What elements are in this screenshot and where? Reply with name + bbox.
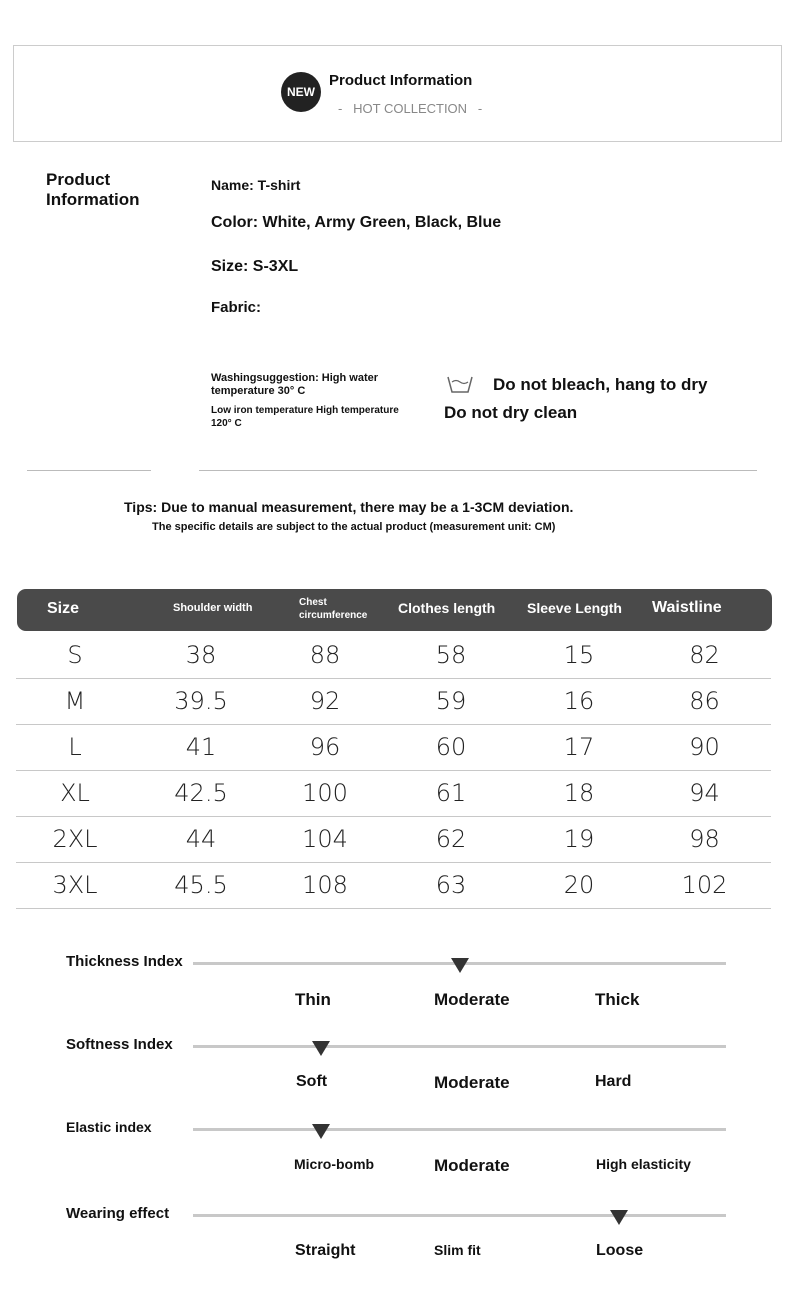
index-label: Straight: [295, 1242, 356, 1259]
table-cell: 90: [638, 724, 771, 771]
table-cell: M: [16, 678, 134, 725]
table-cell: 100: [268, 770, 382, 817]
index-marker-icon: [450, 958, 469, 973]
col-sleeve: Sleeve Length: [527, 600, 622, 616]
table-cell: 96: [268, 724, 382, 771]
index-track: [193, 1128, 726, 1131]
wash-basin-icon: [447, 376, 473, 393]
table-cell: S: [16, 632, 134, 679]
index-label: Moderate: [434, 1156, 510, 1175]
size-table: S 38 88 58 15 82 M 39.5 92 59 16 86 L 41 96 60 17 90 XL 42.…: [16, 632, 771, 909]
table-header: Size Shoulder width Chest circumference …: [17, 589, 772, 631]
table-cell: 61: [382, 770, 520, 817]
tips-note: The specific details are subject to the …: [152, 521, 556, 533]
index-title: Softness Index: [66, 1036, 173, 1053]
index-label: Thin: [295, 990, 331, 1009]
table-row: XL 42.5 100 61 18 94: [16, 770, 771, 817]
table-cell: 16: [520, 678, 638, 725]
care-bleach: Do not bleach, hang to dry: [493, 375, 708, 394]
index-label: Loose: [596, 1242, 644, 1259]
table-cell: 60: [382, 724, 520, 771]
col-size: Size: [47, 600, 80, 617]
table-cell: 63: [382, 862, 520, 909]
wash-suggestion: Washingsuggestion: High water temperatur…: [211, 372, 379, 397]
table-cell: 15: [520, 632, 638, 679]
table-row: L 41 96 60 17 90: [16, 724, 771, 771]
table-cell: 92: [268, 678, 382, 725]
table-cell: 102: [638, 862, 771, 909]
tips-line: Tips: Due to manual measurement, there m…: [124, 499, 574, 515]
section-title: Product Information: [46, 170, 140, 209]
header-subtitle: - HOT COLLECTION -: [338, 101, 483, 116]
index-label: High elasticity: [596, 1156, 691, 1172]
table-row: 3XL 45.5 108 63 20 102: [16, 862, 771, 909]
table-cell: 82: [638, 632, 771, 679]
divider: [27, 470, 151, 471]
product-fabric: Fabric:: [211, 299, 262, 316]
table-cell: 2XL: [16, 816, 134, 863]
table-cell: 39.5: [134, 678, 268, 725]
product-color: Color: White, Army Green, Black, Blue: [211, 214, 502, 231]
table-row: 2XL 44 104 62 19 98: [16, 816, 771, 863]
table-row: S 38 88 58 15 82: [16, 632, 771, 679]
product-name: Name: T-shirt: [211, 177, 301, 193]
table-cell: 3XL: [16, 862, 134, 909]
col-shoulder: Shoulder width: [173, 602, 253, 614]
table-cell: 20: [520, 862, 638, 909]
header-box: [13, 45, 782, 142]
index-marker-icon: [311, 1041, 330, 1056]
index-track: [193, 1214, 726, 1217]
table-cell: 17: [520, 724, 638, 771]
table-cell: 88: [268, 632, 382, 679]
index-title: Thickness Index: [66, 953, 183, 970]
iron-suggestion: Low iron temperature High temperature 12…: [211, 405, 399, 429]
divider: [199, 470, 757, 471]
table-cell: 94: [638, 770, 771, 817]
product-size: Size: S-3XL: [211, 258, 299, 275]
table-cell: L: [16, 724, 134, 771]
col-chest: Chest circumference: [299, 597, 368, 621]
index-title: Wearing effect: [66, 1205, 170, 1222]
table-cell: 44: [134, 816, 268, 863]
table-cell: 42.5: [134, 770, 268, 817]
care-dry-clean: Do not dry clean: [444, 403, 578, 422]
table-cell: 18: [520, 770, 638, 817]
table-cell: 59: [382, 678, 520, 725]
table-cell: 108: [268, 862, 382, 909]
header-title: Product Information: [329, 72, 473, 89]
table-cell: 104: [268, 816, 382, 863]
new-badge: NEW: [281, 72, 321, 112]
index-track: [193, 1045, 726, 1048]
table-cell: 98: [638, 816, 771, 863]
table-cell: 45.5: [134, 862, 268, 909]
col-length: Clothes length: [398, 600, 496, 616]
index-label: Moderate: [434, 990, 510, 1009]
table-cell: 86: [638, 678, 771, 725]
table-cell: 38: [134, 632, 268, 679]
index-label: Thick: [595, 990, 640, 1009]
table-row: M 39.5 92 59 16 86: [16, 678, 771, 725]
index-label: Hard: [595, 1073, 632, 1090]
table-cell: 62: [382, 816, 520, 863]
index-marker-icon: [610, 1210, 629, 1225]
index-title: Elastic index: [66, 1119, 152, 1135]
table-cell: 41: [134, 724, 268, 771]
index-label: Micro-bomb: [294, 1156, 375, 1172]
table-cell: 19: [520, 816, 638, 863]
table-cell: XL: [16, 770, 134, 817]
table-cell: 58: [382, 632, 520, 679]
index-label: Slim fit: [434, 1242, 481, 1258]
col-waist: Waistline: [652, 599, 722, 616]
index-label: Moderate: [434, 1073, 510, 1092]
index-marker-icon: [311, 1124, 330, 1139]
index-label: Soft: [296, 1073, 328, 1090]
